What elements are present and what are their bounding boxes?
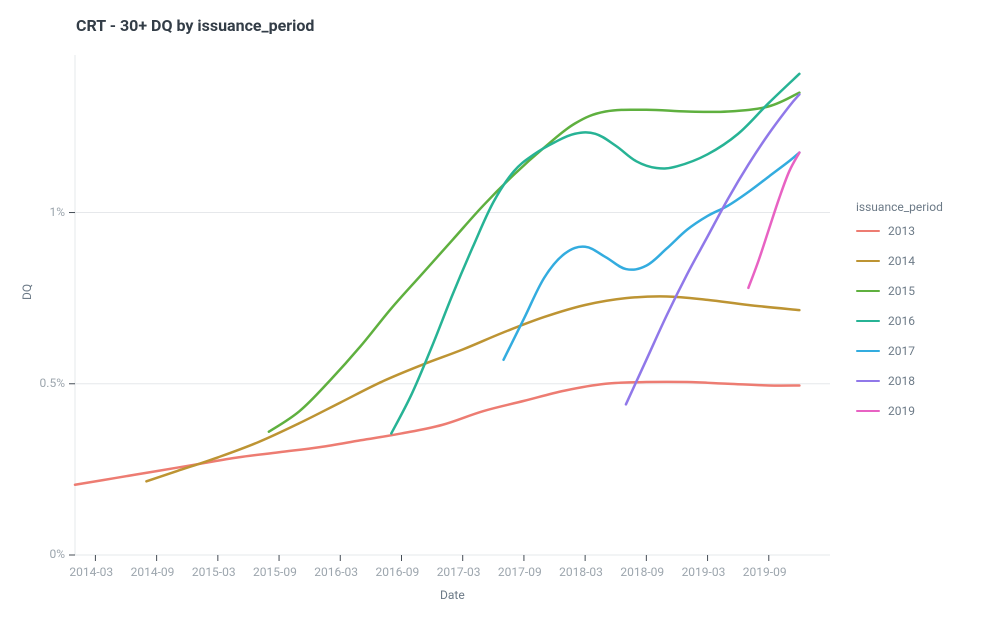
legend-swatch	[856, 290, 880, 293]
legend-swatch	[856, 260, 880, 263]
legend-item[interactable]: 2016	[856, 314, 915, 328]
x-tick-label: 2018-03	[559, 565, 603, 579]
legend-item[interactable]: 2019	[856, 404, 915, 418]
chart-svg	[0, 0, 1000, 625]
x-tick-label: 2014-09	[131, 565, 175, 579]
y-tick-label: 0%	[49, 547, 65, 561]
legend-swatch	[856, 230, 880, 233]
legend-label: 2013	[888, 224, 915, 238]
x-axis-label: Date	[440, 588, 465, 602]
x-tick-label: 2015-09	[253, 565, 297, 579]
legend-swatch	[856, 320, 880, 323]
y-tick-label: 1%	[49, 205, 65, 219]
chart: CRT - 30+ DQ by issuance_period DQ Date …	[0, 0, 1000, 625]
legend-item[interactable]: 2013	[856, 224, 915, 238]
legend-title: issuance_period	[856, 200, 943, 214]
x-tick-label: 2019-03	[682, 565, 726, 579]
x-tick-label: 2016-03	[314, 565, 358, 579]
legend-label: 2017	[888, 344, 915, 358]
x-tick-label: 2017-09	[498, 565, 542, 579]
legend-label: 2015	[888, 284, 915, 298]
legend-item[interactable]: 2014	[856, 254, 915, 268]
x-tick-label: 2019-09	[743, 565, 787, 579]
x-tick-label: 2016-09	[375, 565, 419, 579]
x-tick-label: 2018-09	[620, 565, 664, 579]
legend-label: 2016	[888, 314, 915, 328]
y-tick-label: 0.5%	[40, 376, 65, 390]
legend-label: 2019	[888, 404, 915, 418]
y-axis-label: DQ	[20, 284, 34, 300]
legend-item[interactable]: 2015	[856, 284, 915, 298]
x-tick-label: 2014-03	[69, 565, 113, 579]
legend-item[interactable]: 2018	[856, 374, 915, 388]
legend-swatch	[856, 380, 880, 383]
legend-label: 2018	[888, 374, 915, 388]
legend-swatch	[856, 350, 880, 353]
legend-swatch	[856, 410, 880, 413]
x-tick-label: 2017-03	[437, 565, 481, 579]
x-tick-label: 2015-03	[192, 565, 236, 579]
legend-label: 2014	[888, 254, 915, 268]
legend-item[interactable]: 2017	[856, 344, 915, 358]
